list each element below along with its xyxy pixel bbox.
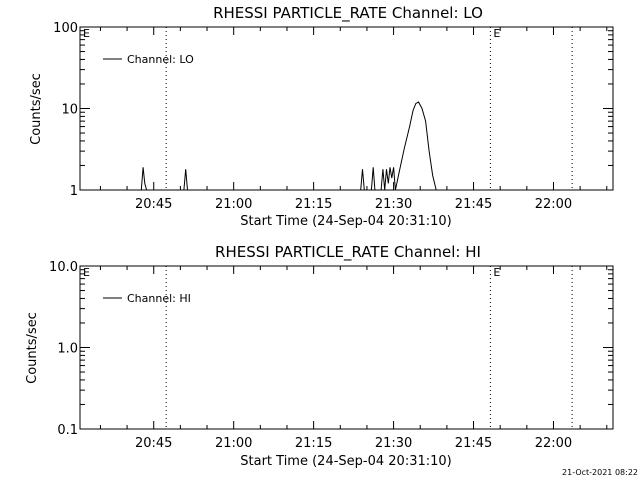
x-tick-label: 20:45 [135,436,172,451]
time-dotted-lines-hi [165,266,573,429]
y-tick-label: 10 [61,103,78,118]
e-marker-label: E [83,27,90,40]
x-axis-label-hi: Start Time (24-Sep-04 20:31:10) [240,454,451,469]
x-tick-label: 21:30 [375,197,412,212]
y-axis-label-hi: Counts/sec [25,312,40,384]
y-tick-label: 1 [70,184,78,199]
time-dotted-lines-lo [165,27,573,190]
series-line-channel-lo [140,101,437,191]
x-tick-label: 21:00 [215,436,252,451]
x-axis-ticks-lo: 20:45 21:00 21:15 21:30 21:45 22:00 [99,27,608,212]
figure-timestamp: 21-Oct-2021 08:22 [562,468,638,477]
plot-frame-hi [79,265,614,430]
y-axis-ticks-lo: 1 10 100 [53,21,613,199]
chart-title-hi: RHESSI PARTICLE_RATE Channel: HI [215,243,481,262]
chart-title-lo: RHESSI PARTICLE_RATE Channel: LO [213,4,483,23]
x-tick-label: 21:45 [455,197,492,212]
e-marker-label: E [493,27,500,40]
legend-label-hi: Channel: HI [127,292,191,305]
e-marker-label: E [83,266,90,279]
legend-label-lo: Channel: LO [127,53,194,66]
plot-frame-lo [79,26,614,191]
x-tick-label: 21:30 [375,436,412,451]
x-tick-label: 21:45 [455,436,492,451]
x-tick-label: 21:15 [295,436,332,451]
y-tick-label: 0.1 [57,423,78,438]
y-tick-label: 1.0 [57,342,78,357]
x-tick-label: 20:45 [135,197,172,212]
x-tick-label: 22:00 [535,436,572,451]
y-axis-label-lo: Counts/sec [29,73,44,145]
x-axis-label-lo: Start Time (24-Sep-04 20:31:10) [240,214,451,229]
y-tick-label: 100 [53,21,78,36]
y-axis-ticks-hi: 0.1 1.0 10.0 [49,260,613,438]
x-axis-ticks-hi: 20:45 21:00 21:15 21:30 21:45 22:00 [99,266,608,451]
e-marker-label: E [493,266,500,279]
x-tick-label: 21:00 [215,197,252,212]
series-lines-lo [140,101,437,191]
x-tick-label: 22:00 [535,197,572,212]
y-tick-label: 10.0 [49,260,78,275]
x-tick-label: 21:15 [295,197,332,212]
